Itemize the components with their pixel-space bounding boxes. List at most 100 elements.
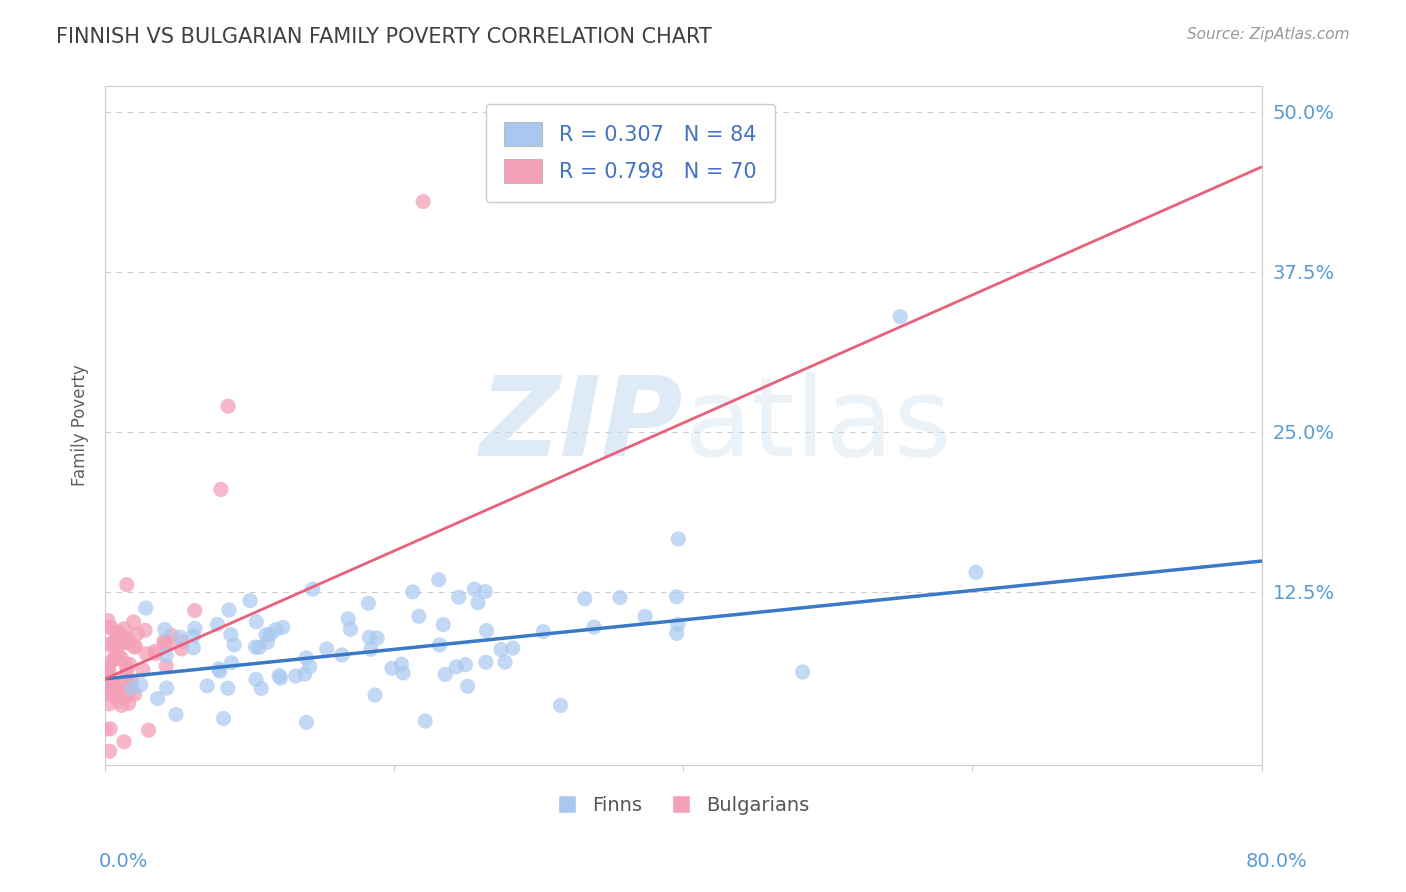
Text: 80.0%: 80.0%: [1246, 852, 1308, 871]
Point: [245, 615, 267, 629]
Point: [444, 660, 467, 674]
Point: [94, 723, 117, 737]
Point: [245, 673, 267, 687]
Point: [145, 647, 167, 661]
Text: Source: ZipAtlas.com: Source: ZipAtlas.com: [1187, 27, 1350, 42]
Point: [360, 642, 382, 657]
Point: [96, 620, 118, 634]
Point: [108, 625, 131, 640]
Point: [221, 656, 243, 670]
Point: [124, 640, 146, 654]
Point: [392, 665, 415, 680]
Point: [103, 652, 125, 666]
Point: [124, 640, 146, 654]
Point: [115, 662, 138, 676]
Point: [965, 566, 987, 580]
Point: [115, 673, 138, 688]
Point: [256, 635, 278, 649]
Point: [118, 657, 141, 672]
Point: [889, 310, 911, 324]
Point: [134, 624, 156, 638]
Point: [114, 669, 136, 683]
Point: [97, 614, 120, 628]
Text: ZIP: ZIP: [479, 372, 683, 479]
Point: [609, 591, 631, 605]
Point: [427, 573, 450, 587]
Point: [245, 640, 267, 654]
Point: [107, 682, 129, 697]
Point: [165, 707, 187, 722]
Point: [357, 596, 380, 610]
Point: [107, 683, 129, 698]
Point: [100, 688, 122, 702]
Point: [105, 625, 128, 640]
Point: [122, 615, 145, 629]
Point: [117, 688, 139, 702]
Point: [217, 681, 239, 696]
Point: [101, 676, 124, 690]
Point: [502, 641, 524, 656]
Point: [218, 603, 240, 617]
Point: [156, 681, 179, 695]
Point: [111, 683, 134, 698]
Point: [294, 667, 316, 681]
Point: [94, 684, 117, 698]
Point: [295, 715, 318, 730]
Point: [105, 635, 128, 649]
Point: [381, 661, 404, 675]
Point: [124, 687, 146, 701]
Point: [146, 691, 169, 706]
Point: [447, 591, 470, 605]
Point: [224, 638, 246, 652]
Point: [269, 669, 291, 683]
Point: [531, 624, 554, 639]
Point: [259, 627, 281, 641]
Point: [295, 651, 318, 665]
Point: [301, 582, 323, 596]
Point: [115, 636, 138, 650]
Point: [110, 698, 132, 713]
Point: [107, 694, 129, 708]
Point: [434, 667, 457, 681]
Point: [467, 596, 489, 610]
Point: [138, 723, 160, 738]
Point: [98, 722, 121, 736]
Point: [156, 636, 179, 650]
Point: [666, 617, 689, 632]
Point: [170, 641, 193, 656]
Point: [96, 669, 118, 683]
Point: [457, 679, 479, 693]
Y-axis label: Family Poverty: Family Poverty: [72, 365, 89, 486]
Point: [97, 638, 120, 652]
Point: [264, 623, 287, 637]
Point: [247, 640, 270, 655]
Point: [337, 612, 360, 626]
Point: [330, 648, 353, 662]
Point: [104, 633, 127, 648]
Point: [413, 714, 436, 728]
Point: [107, 648, 129, 662]
Point: [402, 585, 425, 599]
Legend: Finns, Bulgarians: Finns, Bulgarians: [550, 788, 817, 822]
Point: [132, 663, 155, 677]
Point: [153, 623, 176, 637]
Point: [104, 640, 127, 655]
Point: [665, 626, 688, 640]
Point: [160, 628, 183, 642]
Point: [284, 669, 307, 683]
Point: [98, 680, 121, 694]
Point: [183, 629, 205, 643]
Point: [550, 698, 572, 713]
Point: [665, 590, 688, 604]
Point: [666, 532, 689, 546]
Point: [184, 604, 207, 618]
Point: [364, 688, 387, 702]
Point: [120, 673, 142, 688]
Point: [239, 593, 262, 607]
Point: [474, 584, 496, 599]
Point: [100, 636, 122, 650]
Point: [121, 681, 143, 696]
Point: [114, 691, 136, 706]
Point: [117, 697, 139, 711]
Point: [97, 661, 120, 675]
